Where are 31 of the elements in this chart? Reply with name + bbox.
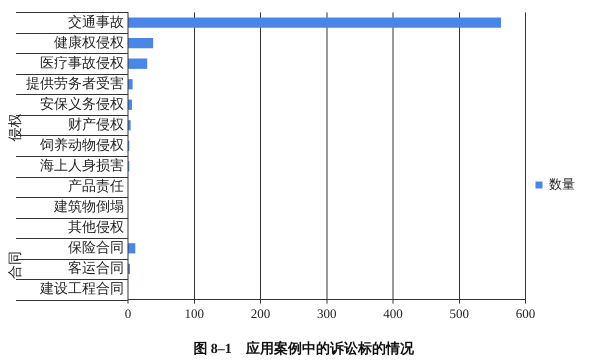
text: 合同 (8, 251, 24, 280)
y-tick-label: 海上人身损害 (40, 158, 124, 174)
y-tick-label: 交通事故 (68, 14, 124, 30)
x-tick-label: 100 (184, 306, 204, 321)
y-tick-label: 提供劳务者受害 (26, 76, 124, 92)
x-tick-label: 300 (317, 306, 336, 321)
y-tick-label: 建设工程合同 (39, 281, 124, 298)
y-tick-label: 健康权侵权 (54, 34, 124, 51)
bar (128, 18, 501, 28)
x-tick-label: 400 (383, 306, 403, 321)
y-tick-label: 客运合同 (68, 260, 124, 276)
y-tick-label: 医疗事故侵权 (40, 55, 124, 72)
text: 图 8–1 应用案例中的诉讼标的情况 (193, 340, 415, 358)
text: 侵权 (8, 113, 24, 142)
bar (128, 79, 133, 90)
bar (128, 243, 136, 254)
y-tick-label: 财产侵权 (68, 116, 124, 133)
x-tick-label: 0 (124, 306, 132, 321)
bar (128, 100, 132, 110)
y-tick-label: 其他侵权 (68, 219, 124, 236)
x-tick-label: 600 (516, 306, 536, 321)
y-tick-label: 产品责任 (68, 178, 124, 194)
bar (128, 58, 148, 69)
x-tick-label: 200 (250, 306, 270, 321)
y-tick-label: 安保义务侵权 (40, 96, 124, 112)
x-tick-label: 500 (450, 306, 469, 321)
y-tick-label: 饲养动物侵权 (39, 137, 124, 154)
y-tick-label: 建筑物倒塌 (53, 198, 124, 215)
bar (128, 38, 154, 48)
legend-label: 数量 (549, 176, 575, 192)
y-tick-label: 保险合同 (68, 240, 124, 256)
